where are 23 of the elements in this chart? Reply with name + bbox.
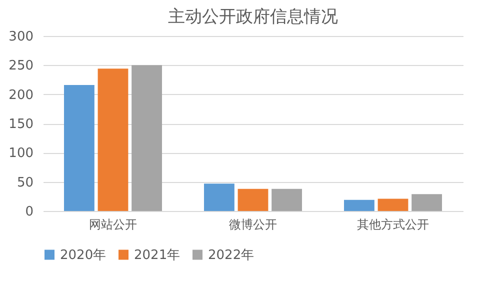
bar	[272, 188, 302, 211]
y-tick-label: 250	[8, 58, 34, 74]
x-tick-label: 网站公开	[89, 218, 137, 232]
y-tick-label: 50	[16, 175, 34, 190]
bar	[204, 184, 234, 211]
chart-title: 主动公开政府信息情况	[168, 7, 338, 27]
bar	[378, 198, 408, 211]
bar	[412, 194, 442, 211]
bar	[98, 68, 128, 211]
x-tick-label: 其他方式公开	[357, 218, 429, 232]
bar	[238, 188, 268, 211]
y-tick-label: 0	[25, 204, 34, 220]
bar	[132, 65, 162, 211]
y-tick-label: 150	[8, 117, 34, 132]
legend-label: 2022年	[208, 248, 254, 263]
bar	[344, 200, 374, 211]
y-tick-label: 200	[8, 88, 34, 103]
legend-label: 2021年	[134, 248, 180, 263]
legend-label: 2020年	[60, 248, 106, 263]
x-tick-label: 微博公开	[229, 218, 277, 232]
bar	[64, 85, 94, 211]
y-tick-label: 100	[8, 146, 34, 162]
y-tick-label: 300	[8, 30, 34, 44]
